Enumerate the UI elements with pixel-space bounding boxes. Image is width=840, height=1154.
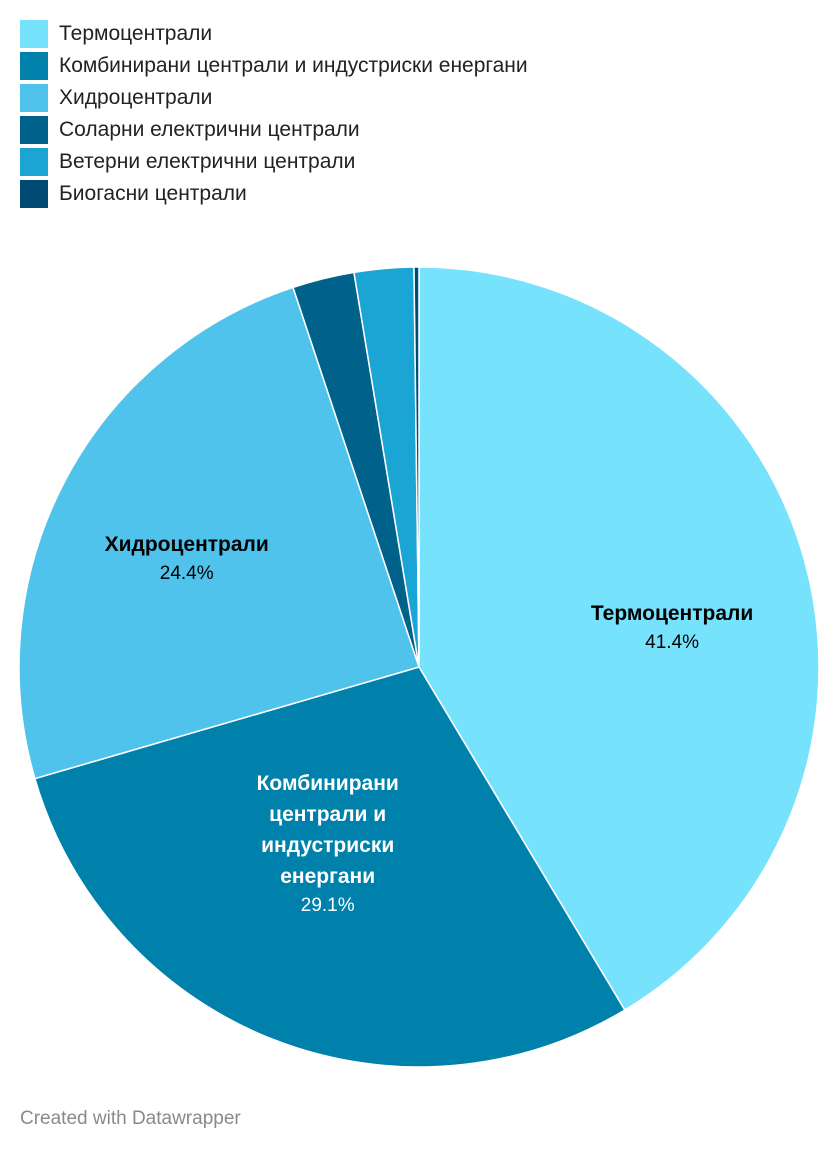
- slice-value-label-1: 41.4%: [645, 632, 699, 653]
- pie-slice-2: [33, 666, 626, 1068]
- legend-label: Соларни електрични централи: [59, 118, 360, 141]
- legend-label: Термоцентрали: [59, 22, 213, 45]
- legend-item-biogas: Биогасни централи: [20, 178, 528, 210]
- legend-item-combined: Комбинирани централи и индустриски енерг…: [20, 50, 528, 82]
- legend-label: Ветерни електрични централи: [59, 150, 356, 173]
- pie-slice-1: [418, 266, 820, 1012]
- legend: Термоцентрали Комбинирани централи и инд…: [20, 18, 528, 210]
- legend-swatch: [20, 52, 48, 80]
- pie-slice-3: [18, 286, 420, 780]
- slice-value-label-3: 24.4%: [160, 563, 214, 584]
- datawrapper-credit: Created with Datawrapper: [20, 1108, 241, 1129]
- slice-label-2-line-1: Комбинирани: [257, 772, 399, 795]
- legend-label: Биогасни централи: [59, 182, 247, 205]
- legend-swatch: [20, 84, 48, 112]
- legend-swatch: [20, 148, 48, 176]
- legend-label: Комбинирани централи и индустриски енерг…: [59, 54, 528, 77]
- legend-label: Хидроцентрали: [59, 86, 213, 109]
- slice-value-label-2: 29.1%: [301, 895, 355, 916]
- slice-label-2-line-2: централи и: [269, 803, 386, 826]
- slice-label-1-line-1: Термоцентрали: [591, 602, 753, 625]
- legend-item-hydro: Хидроцентрали: [20, 82, 528, 114]
- slice-label-2-line-4: енергани: [280, 865, 375, 888]
- legend-swatch: [20, 116, 48, 144]
- pie-slice-6: [413, 266, 420, 668]
- slice-label-2-line-3: индустриски: [261, 834, 394, 857]
- legend-swatch: [20, 180, 48, 208]
- legend-item-thermal: Термоцентрали: [20, 18, 528, 50]
- legend-item-solar: Соларни електрични централи: [20, 114, 528, 146]
- legend-swatch: [20, 20, 48, 48]
- slice-label-3-line-1: Хидроцентрали: [105, 533, 269, 556]
- legend-item-wind: Ветерни електрични централи: [20, 146, 528, 178]
